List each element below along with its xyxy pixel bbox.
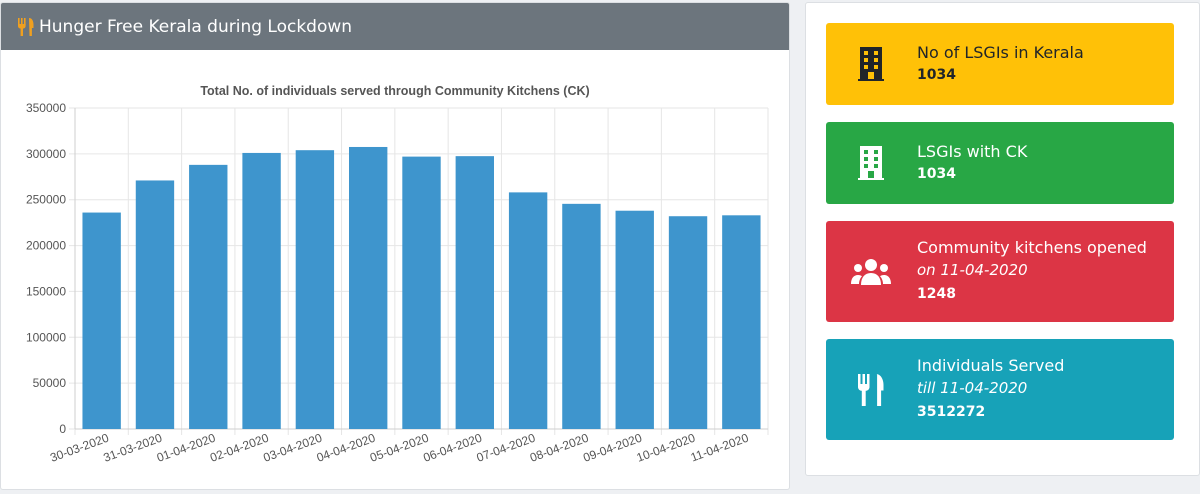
- x-tick-label: 09-04-2020: [581, 431, 644, 465]
- stats-panel: No of LSGIs in Kerala 1034 LSGIs with CK…: [805, 2, 1200, 476]
- panel-title: Hunger Free Kerala during Lockdown: [39, 16, 353, 37]
- y-tick-label: 150000: [26, 284, 66, 298]
- bar[interactable]: [189, 164, 228, 429]
- x-tick-label: 05-04-2020: [368, 431, 431, 465]
- bar[interactable]: [402, 156, 441, 429]
- x-tick-label: 11-04-2020: [689, 431, 751, 465]
- chart-svg: Total No. of individuals served through …: [26, 84, 769, 465]
- stat-value: 3512272: [917, 404, 986, 420]
- bar[interactable]: [295, 150, 335, 429]
- bar[interactable]: [349, 146, 388, 429]
- stat-lsgis-with-ck: LSGIs with CK 1034: [826, 122, 1174, 204]
- y-tick-label: 50000: [33, 376, 67, 390]
- x-tick-label: 30-03-2020: [48, 431, 111, 465]
- chart-panel: Hunger Free Kerala during Lockdown Total…: [0, 2, 790, 490]
- stat-date: till 11-04-2020: [917, 379, 1028, 397]
- bar[interactable]: [722, 215, 761, 429]
- stat-date: on 11-04-2020: [917, 261, 1028, 279]
- stat-value: 1034: [917, 165, 956, 182]
- y-tick-label: 200000: [26, 239, 66, 253]
- stat-individuals-served: Individuals Served till 11-04-2020 35122…: [826, 339, 1174, 440]
- y-tick-label: 350000: [26, 101, 66, 115]
- stat-value: 1034: [917, 66, 956, 83]
- x-tick-label: 07-04-2020: [475, 431, 538, 465]
- y-tick-label: 0: [59, 422, 66, 436]
- stat-title: No of LSGIs in Kerala: [917, 42, 1084, 62]
- users-icon: [850, 251, 892, 293]
- bar[interactable]: [615, 210, 654, 429]
- bar[interactable]: [242, 152, 281, 429]
- utensils-icon: [850, 369, 892, 411]
- building-icon: [850, 43, 892, 85]
- bar[interactable]: [455, 156, 494, 429]
- stat-lsgis-kerala: No of LSGIs in Kerala 1034: [826, 23, 1174, 105]
- stat-title: LSGIs with CK: [917, 141, 1028, 161]
- x-tick-label: 06-04-2020: [421, 431, 484, 465]
- office-building-icon: [850, 142, 892, 184]
- stat-title: Individuals Served: [917, 356, 1065, 375]
- y-tick-label: 250000: [26, 193, 66, 207]
- bar[interactable]: [135, 180, 175, 429]
- x-tick-label: 31-03-2020: [102, 431, 165, 465]
- x-tick-label: 03-04-2020: [261, 431, 324, 465]
- panel-header: Hunger Free Kerala during Lockdown: [1, 3, 789, 50]
- y-tick-label: 300000: [26, 147, 66, 161]
- x-tick-label: 01-04-2020: [155, 431, 218, 465]
- stat-community-kitchens: Community kitchens opened on 11-04-2020 …: [826, 221, 1174, 322]
- stat-title: Community kitchens opened: [917, 238, 1147, 257]
- stat-value: 1248: [917, 286, 956, 302]
- x-tick-label: 10-04-2020: [635, 431, 698, 465]
- x-tick-label: 04-04-2020: [315, 431, 378, 465]
- bar[interactable]: [508, 192, 548, 429]
- bar[interactable]: [82, 212, 121, 429]
- utensils-icon: [17, 17, 35, 37]
- chart-title: Total No. of individuals served through …: [200, 84, 589, 98]
- x-tick-label: 08-04-2020: [528, 431, 591, 465]
- bar-chart: Total No. of individuals served through …: [1, 51, 789, 489]
- x-tick-label: 02-04-2020: [208, 431, 271, 465]
- bar[interactable]: [668, 216, 708, 429]
- y-tick-label: 100000: [26, 330, 66, 344]
- bar[interactable]: [562, 203, 601, 429]
